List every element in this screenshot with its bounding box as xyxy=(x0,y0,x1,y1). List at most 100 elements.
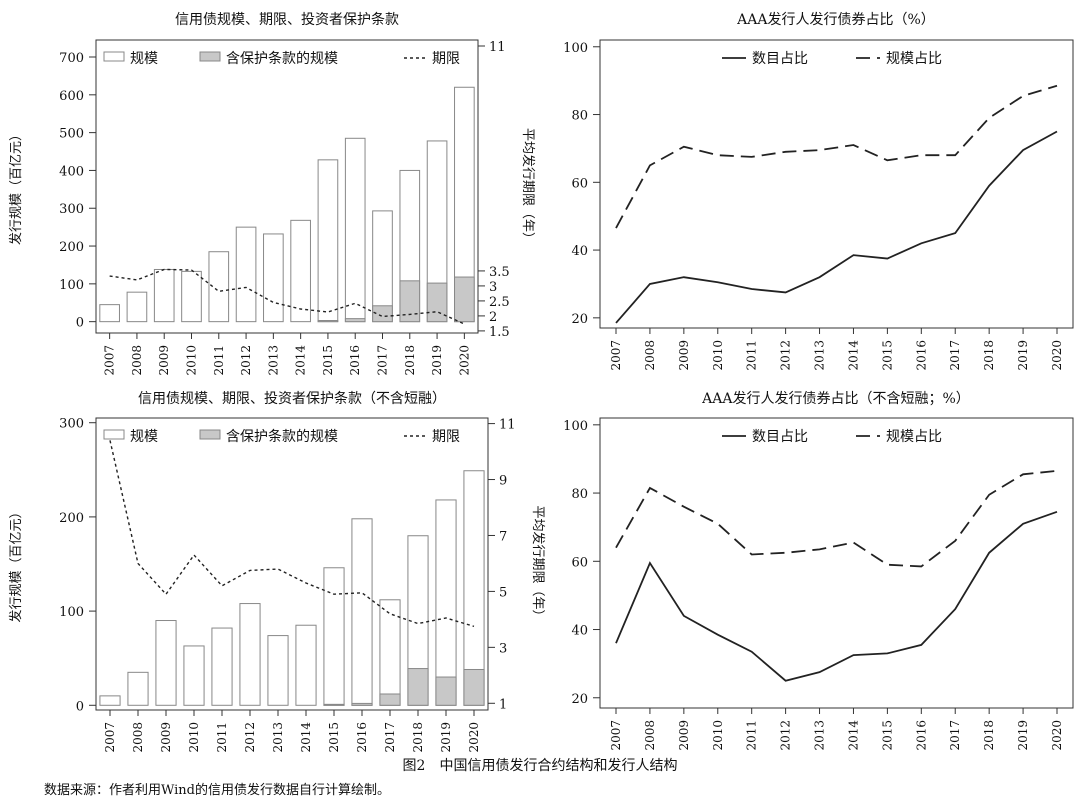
chart1-x-tick-label: 2011 xyxy=(212,345,226,376)
chart1-bar-protected-2016 xyxy=(344,318,366,323)
chart3-x-tick-label: 2018 xyxy=(411,722,425,753)
chart3-x-tick-label: 2019 xyxy=(439,722,453,753)
chart4-x-tick-label: 2013 xyxy=(813,720,827,751)
chart3-x-tick-label: 2014 xyxy=(299,722,313,753)
chart1-bar-total-2009 xyxy=(153,268,175,323)
chart3-bar-protected-2016 xyxy=(351,702,373,706)
data-source-note: 数据来源：作者利用Wind的信用债发行数据自行计算绘制。 xyxy=(44,783,390,798)
chart3-bar-total-2013 xyxy=(267,635,289,706)
chart4-x-tick-label: 2014 xyxy=(846,720,860,751)
chart3-bar-total-2010 xyxy=(183,645,205,706)
chart3-y-tick-label: 300 xyxy=(59,417,84,432)
chart1-y2-tick-label: 3.5 xyxy=(489,265,510,280)
chart3-y-tick-label: 200 xyxy=(59,511,84,526)
chart2-x-tick-label: 2018 xyxy=(982,340,996,371)
chart2-y-tick-label: 100 xyxy=(563,41,588,56)
chart2-y-tick-label: 60 xyxy=(571,176,588,191)
chart2-legend-label-count: 数目占比 xyxy=(752,51,808,67)
chart2-x-tick-label: 2008 xyxy=(643,340,657,371)
chart4-x-tick-label: 2010 xyxy=(711,720,725,751)
chart2-x-tick-label: 2016 xyxy=(914,340,928,371)
chart3-bar-total-2011 xyxy=(211,627,233,706)
chart1-title: 信用债规模、期限、投资者保护条款 xyxy=(175,11,399,28)
chart1-x-tick-label: 2015 xyxy=(321,345,335,376)
chart3-x-tick-label: 2017 xyxy=(383,722,397,753)
chart1-legend-swatch-protected xyxy=(199,51,221,62)
chart1-x-tick-label: 2007 xyxy=(103,345,117,376)
chart1-x-tick-label: 2012 xyxy=(239,345,253,376)
chart4-y-tick-label: 20 xyxy=(571,692,588,707)
chart2-title: AAA发行人发行债券占比（%） xyxy=(736,12,935,28)
chart3-x-tick-label: 2007 xyxy=(103,722,117,753)
chart3-y2-tick-label: 7 xyxy=(499,529,507,544)
chart3-plot-frame xyxy=(95,417,489,711)
chart3-x-tick-label: 2013 xyxy=(271,722,285,753)
chart1-bar-protected-2017 xyxy=(372,305,393,323)
chart3-x-tick-label: 2016 xyxy=(355,722,369,753)
chart3-bar-total-2015 xyxy=(323,567,345,706)
chart4-x-tick-label: 2020 xyxy=(1050,720,1064,751)
chart2-x-tick-label: 2020 xyxy=(1050,340,1064,371)
chart3-legend-label-total: 规模 xyxy=(130,429,158,445)
chart3-bar-protected-2017 xyxy=(379,693,401,706)
chart1-x-tick-label: 2019 xyxy=(430,345,444,376)
chart1-y-axis-label: 发行规模（百亿元） xyxy=(8,128,24,245)
chart3-bar-total-2009 xyxy=(155,620,177,706)
chart3-bar-total-2017 xyxy=(379,599,401,706)
chart3-bar-protected-2020 xyxy=(463,668,485,706)
chart2-series-line-size-share xyxy=(615,84,1058,229)
chart1-y2-axis-label: 平均发行期限（年） xyxy=(520,128,536,245)
chart3-y2-tick-label: 5 xyxy=(499,585,507,600)
chart1-plot-frame xyxy=(95,39,479,334)
chart3-bar-total-2014 xyxy=(295,624,317,706)
chart3-y2-tick-label: 9 xyxy=(499,474,507,489)
chart3-x-tick-label: 2011 xyxy=(215,722,229,753)
chart2-x-tick-label: 2009 xyxy=(677,340,691,371)
chart1-bar-protected-2019 xyxy=(426,282,448,323)
chart4-x-tick-label: 2016 xyxy=(914,720,928,751)
chart3-bar-total-2012 xyxy=(239,603,261,706)
chart2-legend-label-size: 规模占比 xyxy=(886,51,942,67)
chart3-y2-tick-label: 11 xyxy=(499,418,516,433)
chart1-y-tick-label: 500 xyxy=(59,127,84,142)
chart3-x-tick-label: 2015 xyxy=(327,722,341,753)
chart2-x-tick-label: 2007 xyxy=(609,340,623,371)
chart1-y2-tick-label: 2 xyxy=(489,310,497,325)
chart1-bar-total-2010 xyxy=(181,270,202,323)
chart1-y-tick-label: 700 xyxy=(59,51,84,66)
chart3-x-tick-label: 2012 xyxy=(243,722,257,753)
chart1-y-tick-label: 100 xyxy=(59,278,84,293)
chart1-x-tick-label: 2009 xyxy=(157,345,171,376)
chart1-duration-line xyxy=(109,268,465,325)
chart3-x-tick-label: 2020 xyxy=(467,722,481,753)
chart3-x-tick-label: 2008 xyxy=(131,722,145,753)
chart1-bar-total-2017 xyxy=(372,210,393,323)
chart3-y2-axis-label: 平均发行期限（年） xyxy=(530,505,546,622)
chart1-y-tick-label: 300 xyxy=(59,202,84,217)
chart4-x-tick-label: 2011 xyxy=(745,720,759,751)
chart2-plot-frame xyxy=(599,39,1074,329)
chart3-y-tick-label: 100 xyxy=(59,605,84,620)
chart3-y2-tick-label: 3 xyxy=(499,641,507,656)
chart3-bar-total-2016 xyxy=(351,518,373,706)
chart1-bar-protected-2020 xyxy=(454,276,475,323)
chart1-y-tick-label: 600 xyxy=(59,89,84,104)
chart1-bar-total-2007 xyxy=(99,304,120,323)
chart1-x-tick-label: 2018 xyxy=(403,345,417,376)
chart4-plot-frame xyxy=(599,417,1074,709)
chart4-x-tick-label: 2015 xyxy=(880,720,894,751)
chart1-bar-total-2014 xyxy=(290,219,311,323)
chart2-x-tick-label: 2012 xyxy=(779,340,793,371)
chart4-x-tick-label: 2017 xyxy=(948,720,962,751)
chart3-bar-protected-2019 xyxy=(435,676,457,706)
chart4-x-tick-label: 2007 xyxy=(609,720,623,751)
chart1-bar-total-2013 xyxy=(263,233,284,323)
chart4-x-tick-label: 2018 xyxy=(982,720,996,751)
chart1-bar-total-2012 xyxy=(235,226,257,323)
chart2-x-tick-label: 2014 xyxy=(846,340,860,371)
chart1-bar-total-2016 xyxy=(344,137,366,323)
chart2-x-tick-label: 2013 xyxy=(813,340,827,371)
chart1-legend-label-duration: 期限 xyxy=(432,51,460,67)
chart3-bar-protected-2018 xyxy=(407,668,429,706)
chart3-y-tick-label: 0 xyxy=(76,699,84,714)
